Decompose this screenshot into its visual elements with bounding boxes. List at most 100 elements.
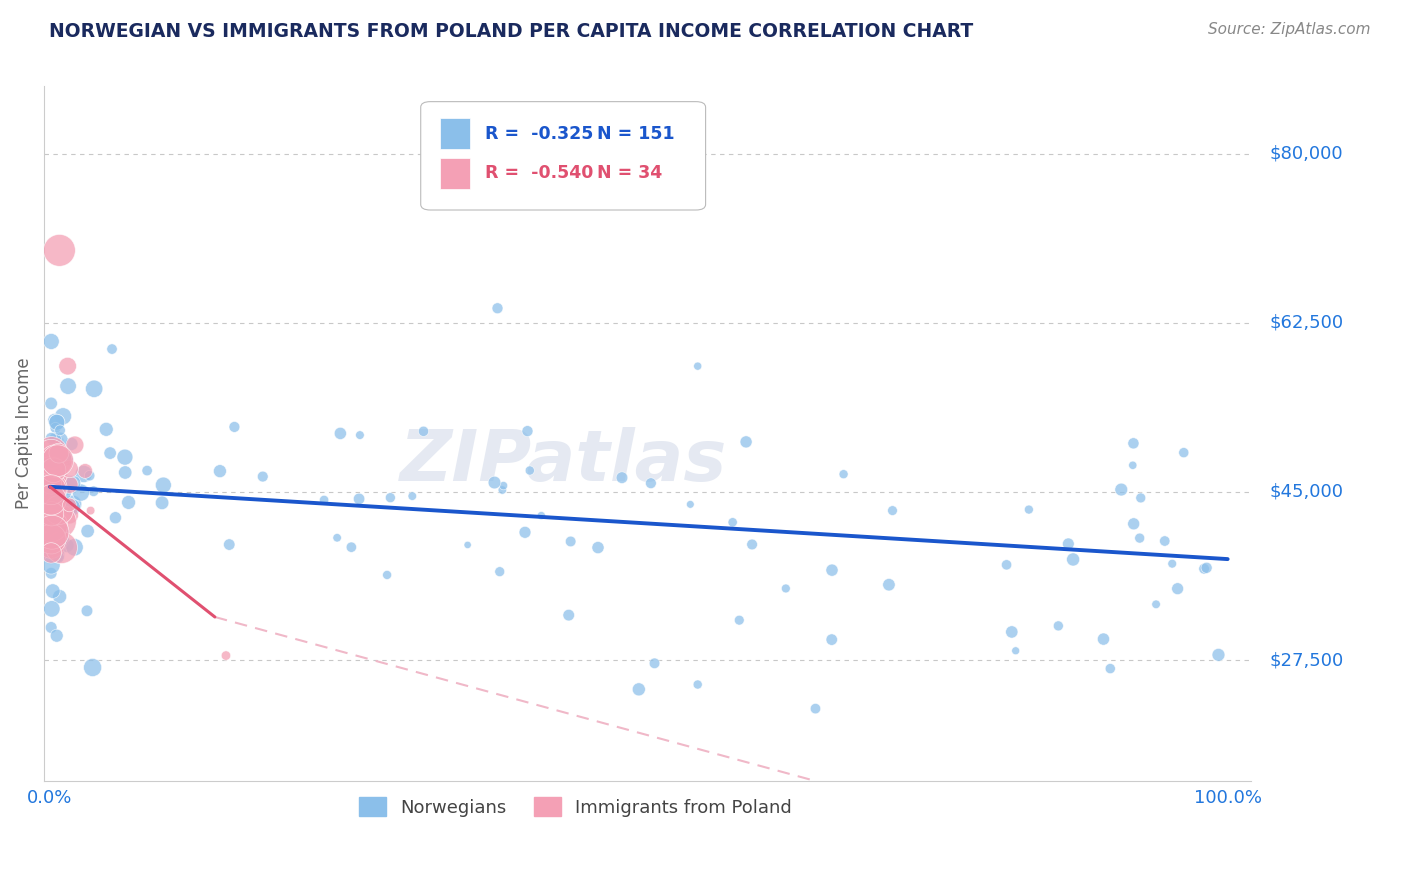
Point [48,446,70,460]
Point [1192,562,1215,576]
Point [347,491,370,506]
Point [557,608,579,623]
Point [45,415,67,429]
Point [56,539,79,553]
Point [224,420,246,434]
Point [41,444,63,458]
Text: $45,000: $45,000 [1270,483,1343,500]
Point [39,465,62,479]
Point [492,478,515,492]
Point [58,476,80,491]
Point [41,507,63,521]
Point [56,453,79,467]
Point [326,531,349,545]
Legend: Norwegians, Immigrants from Poland: Norwegians, Immigrants from Poland [352,790,799,824]
Text: Source: ZipAtlas.com: Source: ZipAtlas.com [1208,22,1371,37]
Point [821,632,844,647]
Point [63,438,86,452]
Point [63,541,86,555]
Point [48,590,70,604]
Point [114,450,136,464]
Point [58,538,80,552]
Point [46,550,69,565]
Point [58,498,80,512]
Point [486,301,509,316]
Point [83,382,105,396]
Point [45,491,67,505]
Point [73,467,96,481]
Point [1109,483,1132,497]
Bar [440,118,470,149]
Text: R =  -0.325: R = -0.325 [485,125,593,143]
Point [39,483,62,497]
Point [79,468,101,483]
Point [491,483,513,497]
Point [627,682,650,697]
Point [41,532,63,546]
Point [1047,619,1070,633]
Point [329,426,352,441]
Point [39,493,62,508]
Point [340,540,363,554]
Point [640,476,662,491]
Point [46,436,69,450]
Point [49,434,72,448]
Point [349,428,371,442]
Point [488,565,510,579]
Point [39,492,62,507]
Point [52,409,75,424]
Point [70,485,93,500]
Point [39,548,62,562]
Point [39,453,62,467]
Point [98,446,121,460]
Point [39,516,62,530]
Point [375,568,398,582]
Point [117,495,139,509]
Point [832,467,855,482]
Point [457,538,479,552]
Point [877,578,900,592]
Point [45,436,67,450]
Point [519,463,541,477]
Point [39,476,62,491]
Point [821,563,844,577]
Point [150,496,173,510]
Point [55,480,77,494]
Point [484,475,506,490]
Point [39,566,62,581]
Point [39,519,62,533]
Point [1099,662,1122,676]
Point [62,497,84,511]
Point [644,657,666,671]
Point [152,478,174,492]
Bar [440,158,470,189]
Point [775,582,797,596]
Point [1195,561,1218,575]
Point [53,486,76,500]
Point [82,660,104,674]
Point [218,537,240,551]
Point [62,476,84,491]
Point [41,480,63,494]
Point [83,484,105,499]
Point [39,467,62,482]
Point [215,648,238,663]
Point [401,489,423,503]
Point [48,244,70,258]
Text: R =  -0.540: R = -0.540 [485,164,593,182]
Point [735,434,758,449]
Point [1001,624,1024,639]
Point [76,524,98,538]
Point [75,464,97,478]
Point [45,415,67,429]
Point [101,342,124,356]
Point [39,447,62,461]
Point [58,477,80,491]
Point [516,424,538,438]
Point [1129,531,1152,545]
Point [48,515,70,529]
Point [60,437,83,451]
Point [39,396,62,410]
Point [41,458,63,473]
Point [49,423,72,437]
